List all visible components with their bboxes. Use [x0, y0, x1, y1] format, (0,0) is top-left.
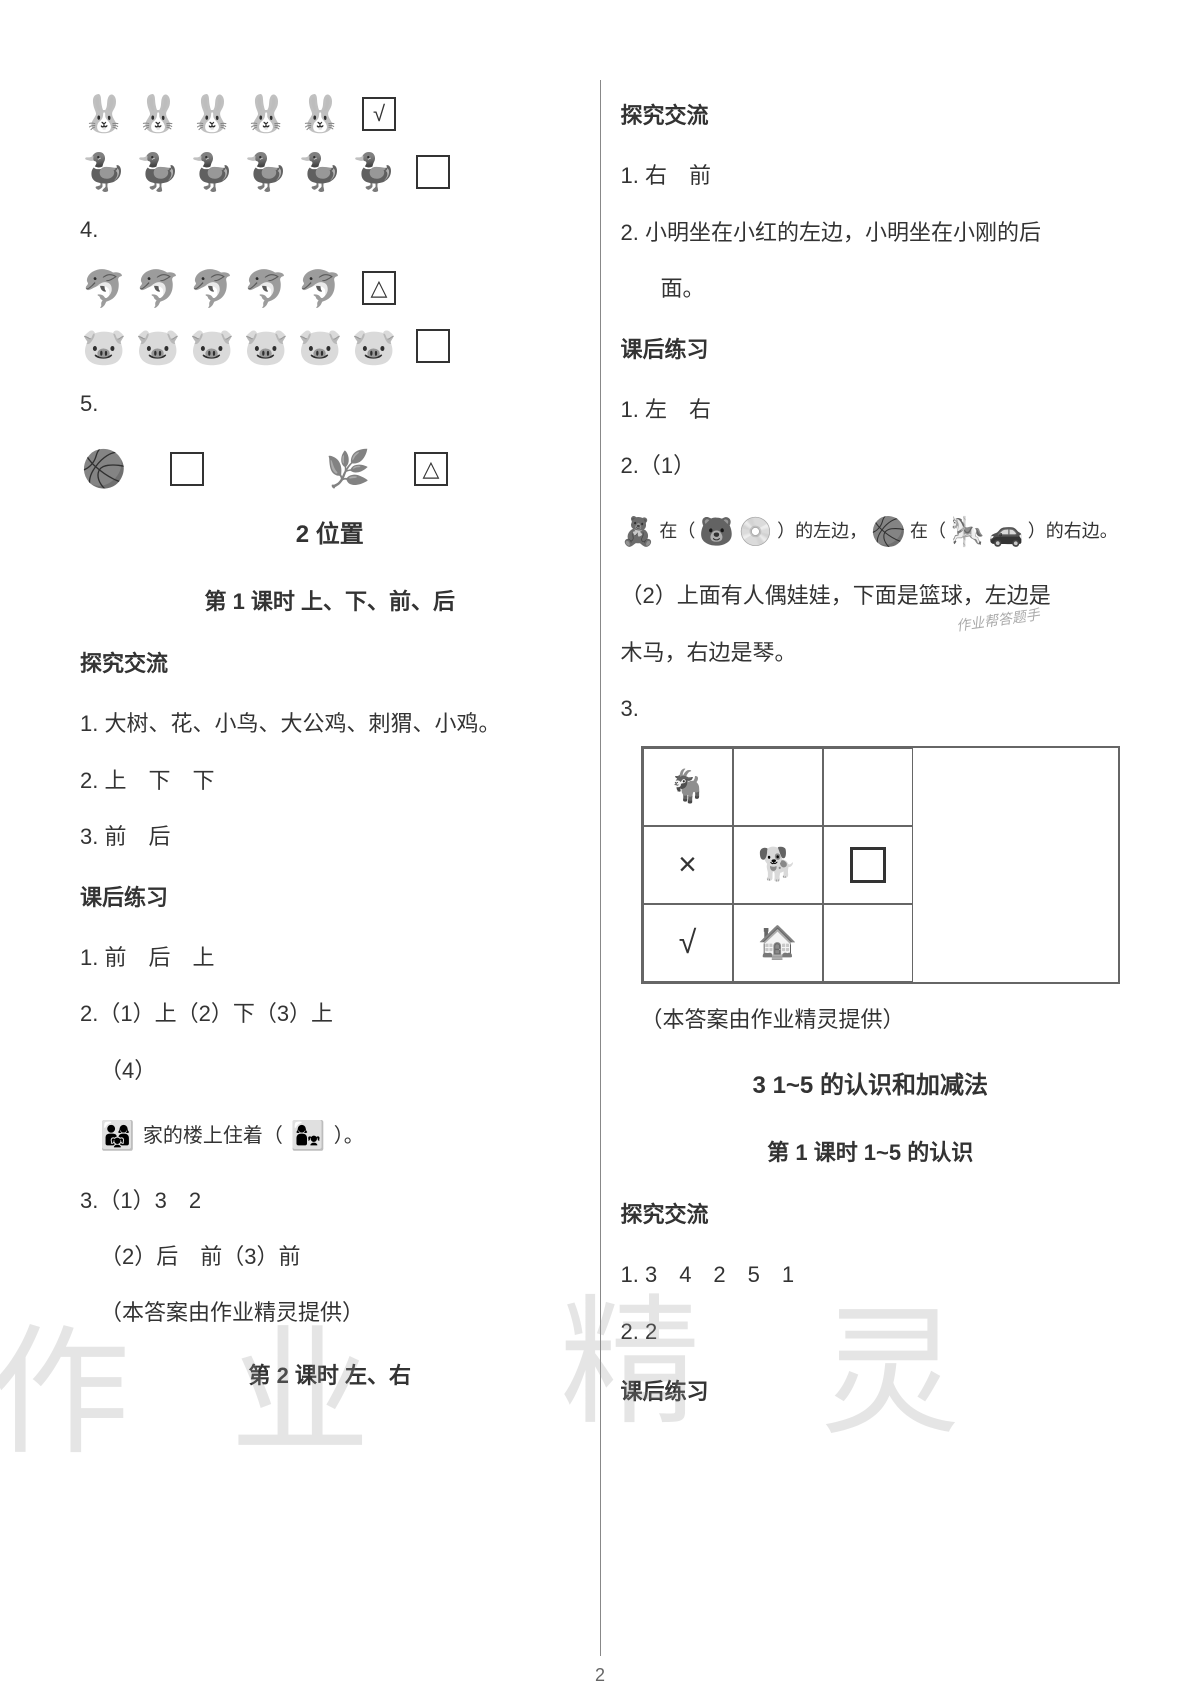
grid-cell	[823, 748, 913, 826]
question-5-label: 5.	[80, 380, 580, 428]
grid-cell-goat: 🐐	[643, 748, 733, 826]
family-text-a: 家的楼上住着（	[143, 1114, 283, 1158]
unit-2-heading: 2 位置	[80, 509, 580, 562]
dolphin-icon: 🐬	[296, 264, 344, 312]
duck-icon: 🦆	[134, 148, 182, 196]
r-explore-2: 2. 小明坐在小红的左边，小明坐在小刚的后	[621, 209, 1121, 257]
pig-icon: 🐷	[134, 322, 182, 370]
shape-row: 🏀 🌿 △	[80, 445, 580, 493]
right-column: 探究交流 1. 右 前 2. 小明坐在小红的左边，小明坐在小刚的后 面。 课后练…	[601, 80, 1141, 1656]
explore-heading-r2: 探究交流	[621, 1191, 1121, 1239]
toy-text-c: 在（	[910, 512, 946, 552]
toy-text-a: 在（	[659, 512, 695, 552]
practice-heading-r: 课后练习	[621, 326, 1121, 374]
grid-cell-check: √	[643, 904, 733, 982]
r-practice-2-1: 2.（1）	[621, 442, 1121, 490]
duck-icon: 🦆	[350, 148, 398, 196]
r-practice-1: 1. 左 右	[621, 386, 1121, 434]
grid-3x3: 🐐 × 🐕 √ 🏠	[641, 746, 1121, 984]
duck-row: 🦆 🦆 🦆 🦆 🦆 🦆	[80, 148, 580, 196]
family-text-b: ）。	[334, 1114, 364, 1158]
explore-heading: 探究交流	[80, 640, 580, 688]
lesson-2-heading: 第 2 课时 左、右	[80, 1352, 580, 1400]
pig-row: 🐷 🐷 🐷 🐷 🐷 🐷	[80, 322, 580, 370]
page-container: 🐰 🐰 🐰 🐰 🐰 √ 🦆 🦆 🦆 🦆 🦆 🦆 4. 🐬 🐬 🐬 🐬 🐬 △	[60, 80, 1140, 1656]
disc-icon: 💿	[738, 501, 773, 563]
practice-heading-r2: 课后练习	[621, 1368, 1121, 1416]
grid-cell-house: 🏠	[733, 904, 823, 982]
grid-cell-x: ×	[643, 826, 733, 904]
practice-2-4: （4）	[80, 1047, 580, 1095]
r3-explore-1: 1. 3 4 2 5 1	[621, 1251, 1121, 1299]
pig-icon: 🐷	[80, 322, 128, 370]
practice-1: 1. 前 后 上	[80, 934, 580, 982]
doll-icon: 🧸	[621, 501, 656, 563]
family-row: 👨‍👩‍👧 家的楼上住着（ 👩‍👧 ）。	[100, 1105, 580, 1167]
left-column: 🐰 🐰 🐰 🐰 🐰 √ 🦆 🦆 🦆 🦆 🦆 🦆 4. 🐬 🐬 🐬 🐬 🐬 △	[60, 80, 601, 1656]
duck-icon: 🦆	[80, 148, 128, 196]
lesson-1-heading: 第 1 课时 上、下、前、后	[80, 578, 580, 626]
r-practice-3: 3.	[621, 685, 1121, 733]
rabbit-icon: 🐰	[80, 90, 128, 138]
dolphin-icon: 🐬	[242, 264, 290, 312]
question-4-label: 4.	[80, 206, 580, 254]
credit-right: （本答案由作业精灵提供）	[621, 996, 1121, 1044]
ball-icon: 🏀	[871, 501, 906, 563]
triangle-box: △	[414, 452, 448, 486]
bear-icon: 🐻	[699, 501, 734, 563]
rabbit-icon: 🐰	[296, 90, 344, 138]
square-box	[170, 452, 204, 486]
rabbit-icon: 🐰	[242, 90, 290, 138]
car-icon: 🚗	[989, 501, 1024, 563]
dolphin-icon: 🐬	[134, 264, 182, 312]
practice-heading: 课后练习	[80, 874, 580, 922]
explore-3: 3. 前 后	[80, 813, 580, 861]
toy-text-d: ）的右边。	[1028, 512, 1118, 552]
r-explore-2b: 面。	[621, 265, 1121, 313]
duck-icon: 🦆	[296, 148, 344, 196]
pig-icon: 🐷	[188, 322, 236, 370]
practice-3: 3.（1）3 2	[80, 1177, 580, 1225]
grid-cell	[733, 748, 823, 826]
explore-1: 1. 大树、花、小鸟、大公鸡、刺猬、小鸡。	[80, 700, 580, 748]
page-number: 2	[595, 1665, 605, 1686]
horse-icon: 🎠	[950, 501, 985, 563]
toy-text-b: ）的左边，	[777, 512, 867, 552]
checkbox-triangle: △	[362, 271, 396, 305]
checkbox-empty	[416, 155, 450, 189]
dolphin-icon: 🐬	[188, 264, 236, 312]
dolphin-icon: 🐬	[80, 264, 128, 312]
r-explore-1: 1. 右 前	[621, 152, 1121, 200]
rabbit-icon: 🐰	[188, 90, 236, 138]
r3-explore-2: 2. 2	[621, 1308, 1121, 1356]
duck-icon: 🦆	[188, 148, 236, 196]
checkbox-checked: √	[362, 97, 396, 131]
ball-icon: 🏀	[80, 445, 128, 493]
explore-2: 2. 上 下 下	[80, 757, 580, 805]
lesson-1-heading-r: 第 1 课时 1~5 的认识	[621, 1129, 1121, 1177]
family-icon: 👨‍👩‍👧	[100, 1105, 135, 1167]
credit-left: （本答案由作业精灵提供）	[80, 1289, 580, 1337]
rabbit-row: 🐰 🐰 🐰 🐰 🐰 √	[80, 90, 580, 138]
dolphin-row: 🐬 🐬 🐬 🐬 🐬 △	[80, 264, 580, 312]
grid-cell-square	[823, 826, 913, 904]
explore-heading-r: 探究交流	[621, 92, 1121, 140]
checkbox-empty	[416, 329, 450, 363]
plant-icon: 🌿	[324, 445, 372, 493]
r-practice-2-2b: 木马，右边是琴。	[621, 629, 1121, 677]
practice-2: 2.（1）上（2）下（3）上	[80, 990, 580, 1038]
pig-icon: 🐷	[350, 322, 398, 370]
practice-3-2: （2）后 前（3）前	[80, 1233, 580, 1281]
rabbit-icon: 🐰	[134, 90, 182, 138]
pig-icon: 🐷	[242, 322, 290, 370]
unit-3-heading: 3 1~5 的认识和加减法	[621, 1060, 1121, 1113]
r-practice-2-2: （2）上面有人偶娃娃，下面是篮球，左边是	[621, 572, 1121, 620]
grid-cell	[823, 904, 913, 982]
duck-icon: 🦆	[242, 148, 290, 196]
pig-icon: 🐷	[296, 322, 344, 370]
toy-row: 🧸 在（ 🐻 💿 ）的左边， 🏀 在（ 🎠 🚗 ）的右边。	[621, 501, 1121, 563]
grid-cell-dog: 🐕	[733, 826, 823, 904]
family-icon-2: 👩‍👧	[291, 1105, 326, 1167]
